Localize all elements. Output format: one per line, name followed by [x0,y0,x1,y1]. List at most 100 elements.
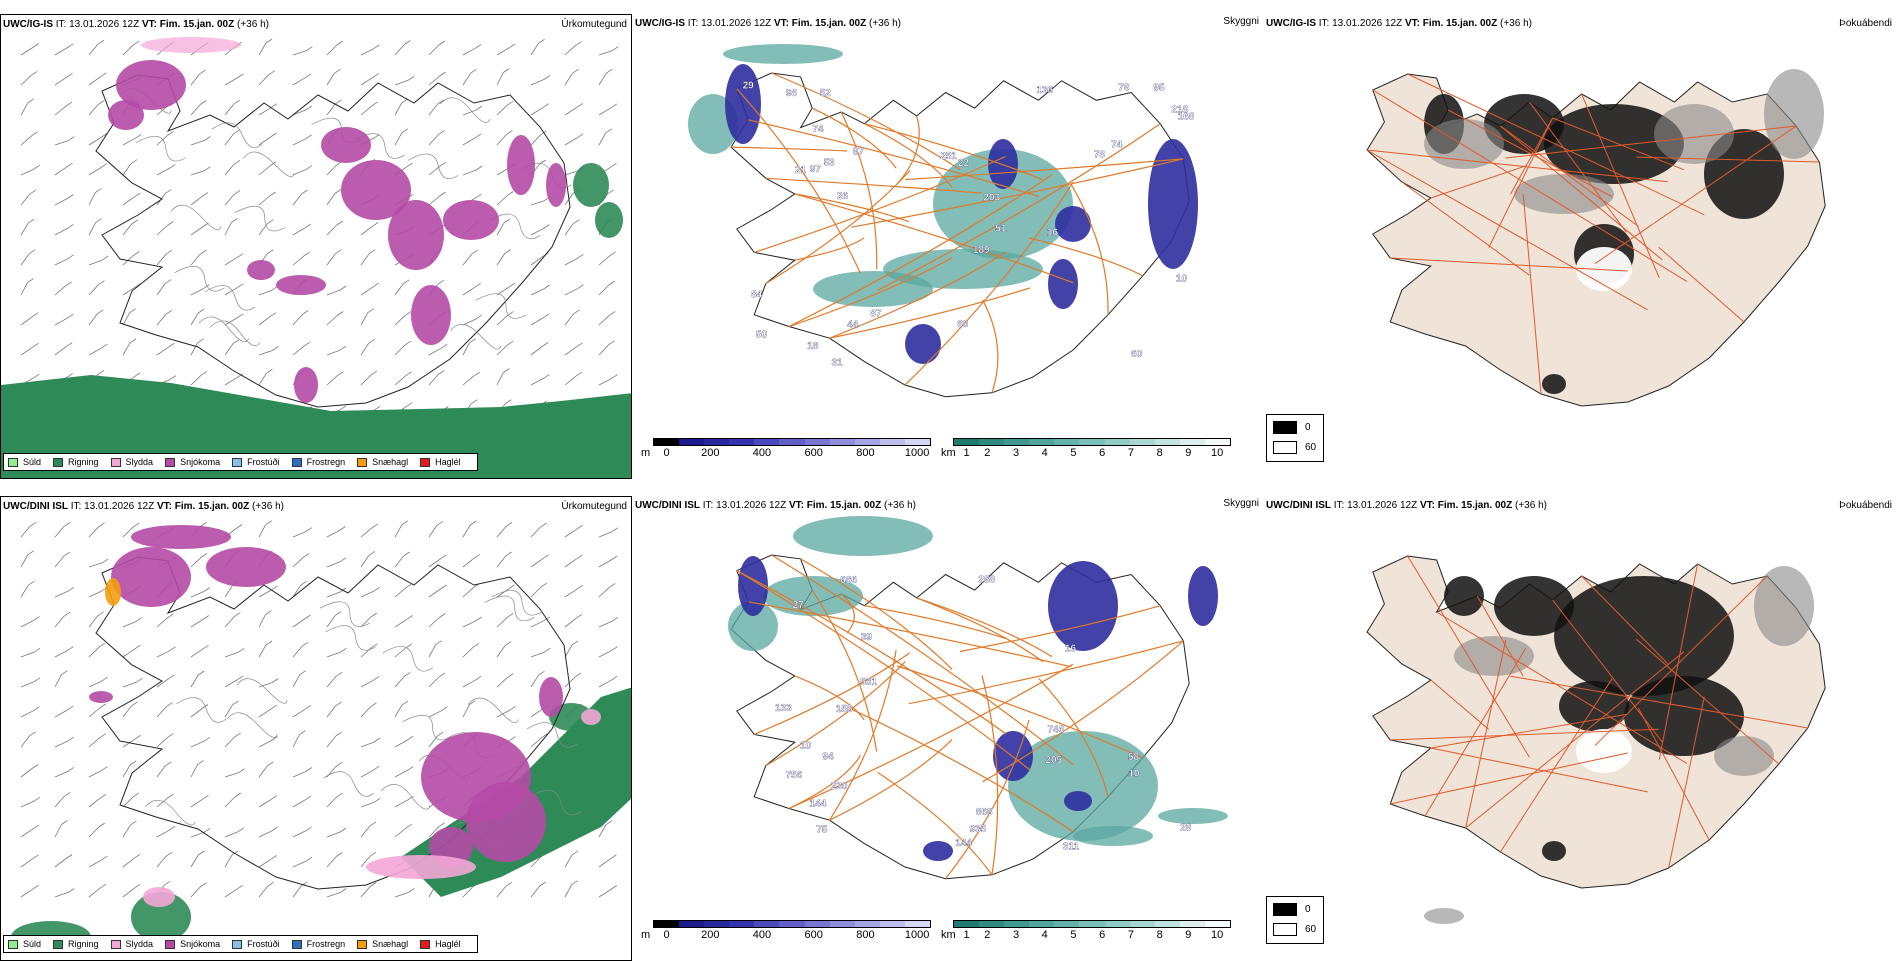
wind-barb [258,795,278,808]
wind-barb [190,249,207,266]
legend-label: Súld [23,939,42,949]
wind-barb [122,701,138,718]
visibility-map: 230 133 144 158 16 311 144 27 10 39 94 10 205 746 935 5… [728,516,1228,880]
road [811,589,878,752]
wind-barb [292,553,310,568]
wind-barb [496,249,512,266]
wind-barb [122,760,137,778]
wind-barb [598,340,615,356]
fog-legend-white [1273,923,1297,936]
wind-barb [122,192,141,206]
wind-barb [462,133,482,146]
fog-medium-area [1764,69,1824,159]
wind-barb [598,527,619,538]
visibility-value: 10 [1176,273,1188,284]
snow-area [443,200,499,240]
wind-barb [20,731,36,748]
wind-barb [20,764,39,778]
fog-medium-area [1654,104,1734,164]
wind-barb [224,612,241,628]
wind-barb [462,700,476,718]
road [748,601,1072,668]
wind-barb [326,311,344,326]
snow-area [507,135,535,195]
snowpellet-area [105,578,121,606]
snow-area [411,285,451,345]
wind-barb [496,641,512,658]
wind-barb [122,40,140,56]
legend-item: Frostregn [291,939,346,949]
visibility-value: 74 [812,124,824,135]
visibility-value: 52 [820,88,832,99]
road [1552,599,1663,743]
lead-time: (+36 h) [1497,18,1532,29]
fog-legend-black [1273,421,1297,434]
road [1658,246,1745,323]
wind-barb [326,345,347,356]
valid-time: VT: Fim. 15.jan. 00Z [773,18,867,29]
model-name: UWC/DINI ISL [1266,500,1331,511]
road [1581,93,1660,278]
road [765,170,911,285]
wind-barb [598,583,616,598]
wind-barb [20,218,35,236]
wind-barb [394,75,415,86]
wind-barb [190,69,206,86]
wind-barb [88,522,105,538]
low-ceiling-area [723,44,843,64]
wind-barb [122,853,141,868]
road [765,661,906,767]
wind-barb [428,191,446,206]
wind-barb [564,880,578,898]
fog-legend-white-label: 60 [1305,442,1317,453]
road [1636,638,1780,765]
snow-area [388,200,444,270]
wind-barb [462,371,481,386]
wind-barb [564,284,584,296]
wind-barb [20,677,41,688]
legend-swatch [357,457,368,467]
low-ceiling-area [1158,808,1228,824]
wind-barb [122,617,143,628]
legend-label: Frostregn [306,939,346,949]
wind-barb [292,705,312,718]
lead-time: (+36 h) [1512,500,1547,511]
wind-barb [564,254,584,266]
wind-barb [88,280,105,296]
road [829,251,1007,339]
road [1401,181,1530,276]
wind-barb [564,371,583,386]
wind-barb [292,105,313,116]
road [908,640,1184,705]
wind-barb [224,253,244,266]
wind-barb [258,132,277,146]
visibility-value: 18 [807,341,819,352]
visibility-value: 10 [1128,769,1140,780]
visibility-value: 51 [995,223,1007,234]
wind-barb [88,822,106,838]
visibility-value: 230 [831,781,848,792]
wind-barb [88,793,107,808]
wind-barb [88,558,109,568]
terrain-contour [236,678,288,704]
wind-barb [20,550,35,568]
visibility-value: 136 [1036,85,1053,96]
road [1594,125,1797,265]
wind-barb [156,342,175,356]
colorbar-tick: 8 [1156,447,1163,459]
wind-barb [292,223,312,236]
legend-swatch [110,457,121,467]
wind-barb [598,646,618,658]
wind-barb [394,520,409,538]
wind-barb [496,100,514,116]
wind-barb [326,68,341,86]
valid-time: VT: Fim. 15.jan. 00Z [141,19,235,30]
road [851,708,1074,833]
wind-barb [258,103,278,116]
wind-barb [54,101,73,116]
colorbar-tick: 800 [856,447,875,459]
legend-item: Snæhagl [357,457,408,467]
visibility-value: 53 [824,158,836,169]
wind-barb [428,370,445,386]
